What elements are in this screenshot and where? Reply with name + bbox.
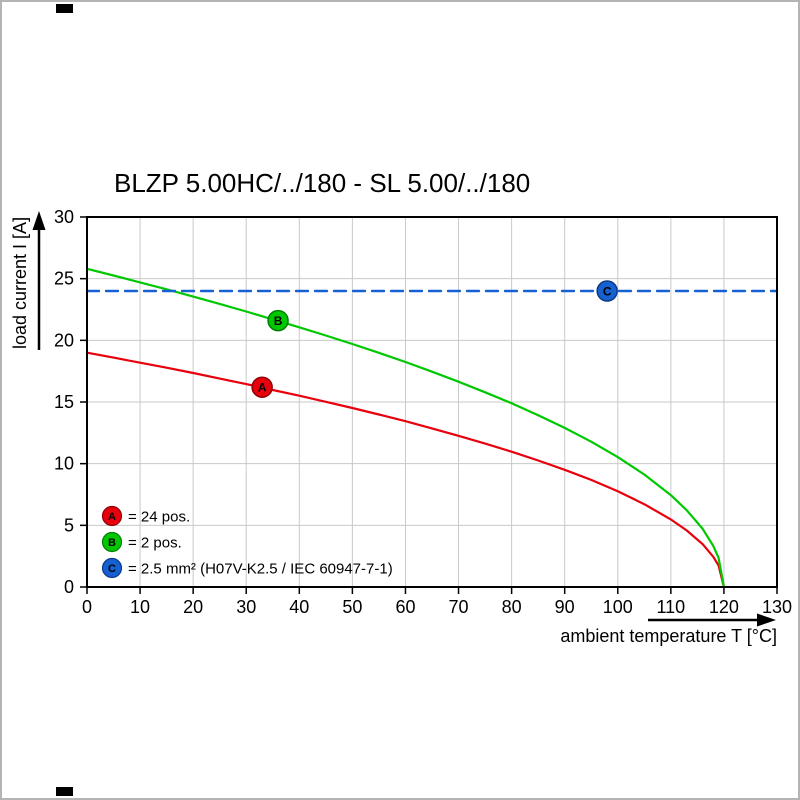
y-tick-label: 25 [54, 269, 74, 289]
ticks-layer: 0 10 20 30 40 50 60 70 80 90 100 110 120 130 0 5 10 15 20 2… [54, 207, 792, 617]
y-axis-arrow [32, 211, 46, 350]
x-tick-label: 20 [183, 597, 203, 617]
curve-B [85, 267, 726, 589]
x-axis-arrow-head [757, 613, 776, 627]
y-axis-label: load current I [A] [10, 217, 30, 349]
legend-label-B: = 2 pos. [128, 535, 182, 552]
legend-label-C: = 2.5 mm² (H07V-K2.5 / IEC 60947-7-1) [128, 561, 393, 578]
y-axis-arrow-head [32, 211, 46, 230]
crop-mark-top [56, 4, 73, 13]
legend-swatch-letter-C: C [108, 563, 116, 575]
x-tick-label: 30 [236, 597, 256, 617]
marker-C [596, 280, 618, 302]
x-axis-label: ambient temperature T [°C] [560, 626, 777, 646]
y-tick-label: 10 [54, 454, 74, 474]
legend-swatch-letter-B: B [108, 537, 116, 549]
y-tick-label: 30 [54, 207, 74, 227]
curve-A [85, 351, 726, 589]
marker-letter-C: C [603, 285, 612, 299]
x-tick-label: 40 [289, 597, 309, 617]
legend-layer: A = 24 pos. B = 2 pos. C = 2.5 mm² (H07V-K2.5… [101, 505, 393, 579]
x-tick-label: 50 [342, 597, 362, 617]
chart-title: BLZP 5.00HC/../180 - SL 5.00/../180 [114, 168, 530, 198]
legend-label-A: = 24 pos. [128, 509, 190, 526]
x-tick-label: 80 [502, 597, 522, 617]
x-tick-label: 130 [762, 597, 792, 617]
legend-swatch-A [101, 505, 123, 527]
y-tick-label: 15 [54, 392, 74, 412]
y-tick-label: 0 [64, 577, 74, 597]
y-tick-label: 20 [54, 330, 74, 350]
legend-swatch-B [101, 531, 123, 553]
x-tick-label: 110 [656, 597, 685, 617]
grid-layer [87, 216, 778, 587]
x-tick-label: 60 [395, 597, 415, 617]
x-tick-label: 0 [82, 597, 92, 617]
crop-mark-bottom [56, 787, 73, 796]
x-tick-label: 120 [709, 597, 739, 617]
marker-letter-A: A [258, 381, 267, 395]
y-tick-label: 5 [64, 515, 74, 535]
marker-B [267, 309, 289, 332]
x-tick-label: 100 [603, 597, 633, 617]
markers-layer: A B C [251, 280, 618, 398]
curves-layer [85, 267, 779, 589]
x-tick-label: 70 [449, 597, 469, 617]
marker-A [251, 376, 273, 398]
x-axis-arrow [648, 613, 776, 627]
x-tick-label: 10 [130, 597, 150, 617]
marker-letter-B: B [274, 314, 283, 328]
x-tick-label: 90 [555, 597, 575, 617]
legend-swatch-C [101, 557, 123, 579]
legend-swatch-letter-A: A [108, 511, 116, 523]
